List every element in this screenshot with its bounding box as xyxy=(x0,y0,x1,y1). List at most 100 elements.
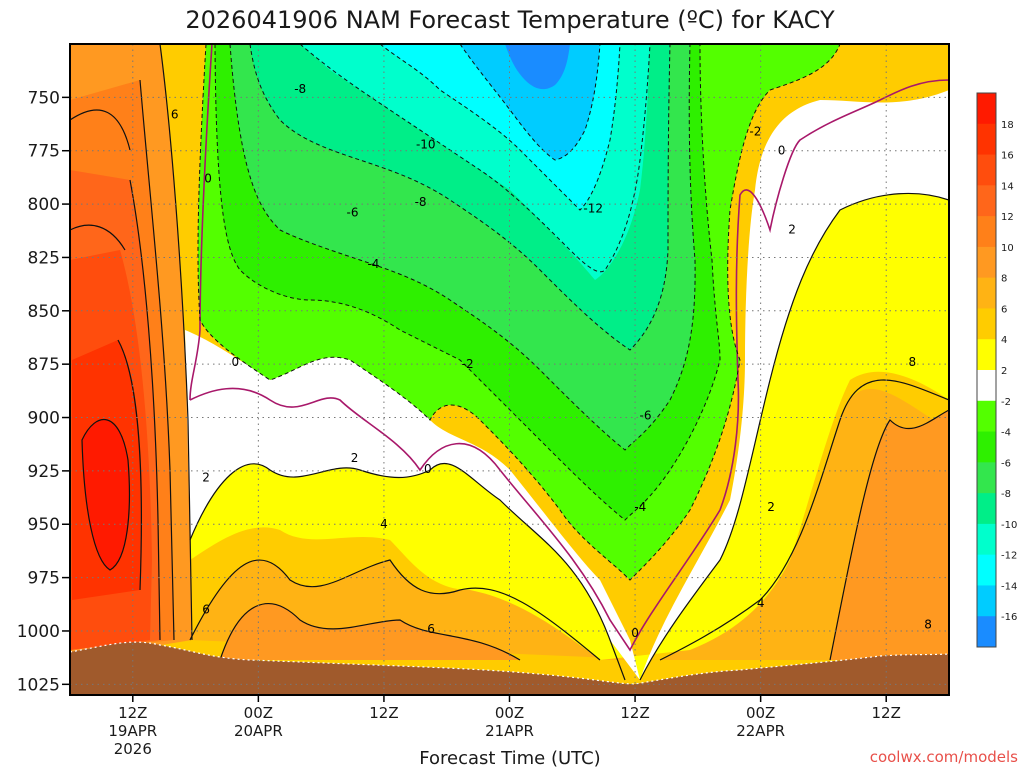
contour-label: 6 xyxy=(171,107,179,121)
x-tick-label: 20APR xyxy=(234,722,283,740)
colorbar-label: 10 xyxy=(1001,243,1014,254)
contour-label: -10 xyxy=(416,137,436,151)
terrain-edge xyxy=(70,641,949,685)
field-minus16c xyxy=(505,44,570,90)
contour-label: 4 xyxy=(757,596,765,610)
colorbar-swatch xyxy=(977,154,996,186)
x-tick-label: 12Z xyxy=(369,704,398,722)
field-18c-left xyxy=(82,419,130,570)
y-tick-label: 850 xyxy=(28,302,60,322)
colorbar-label: 14 xyxy=(1001,181,1014,192)
isotherm-8c-right xyxy=(829,409,949,661)
contour-label: 4 xyxy=(380,517,388,531)
field-6c-lower xyxy=(190,388,949,660)
y-tick-label: 900 xyxy=(28,409,60,429)
isotherm-left-6 xyxy=(70,109,131,151)
colorbar-swatch xyxy=(977,123,996,156)
colorbar-swatch xyxy=(977,585,996,617)
isotherm-left-7 xyxy=(70,224,126,251)
contour-label: -4 xyxy=(367,257,379,271)
isotherm-2c-upper xyxy=(189,462,626,681)
colorbar-label: 18 xyxy=(1001,120,1014,131)
terrain-surface xyxy=(70,642,949,695)
x-tick-label: 22APR xyxy=(736,722,785,740)
contour-label: 0 xyxy=(424,462,432,476)
colorbar-swatch xyxy=(977,216,996,248)
contour-label: 0 xyxy=(204,171,212,185)
contour-label: -8 xyxy=(294,82,306,96)
x-tick-label: 12Z xyxy=(620,704,649,722)
isotherm-minus2c xyxy=(197,44,841,581)
colorbar-swatch xyxy=(977,370,996,402)
colorbar-swatch xyxy=(977,493,996,525)
x-tick-label: 00Z xyxy=(495,704,524,722)
y-tick-label: 800 xyxy=(28,195,60,215)
y-tick-label: 775 xyxy=(28,142,60,162)
contour-label: -12 xyxy=(583,201,603,215)
isotherm-minus8c xyxy=(249,44,671,351)
isotherm-6c-lower xyxy=(219,603,521,661)
colorbar-label: 12 xyxy=(1001,212,1014,223)
contour-label: 0 xyxy=(232,355,240,369)
y-tick-label: 925 xyxy=(28,462,60,482)
x-tick-label: 12Z xyxy=(118,704,147,722)
contour-labels: 6 0 -8 -10 -8 -6 -4 -12 0 -2 -6 2 2 0 4 -4 2 6 6 4 0 -2 0 2 8 8 xyxy=(171,82,932,640)
colorbar-frame xyxy=(976,92,997,648)
y-tick-label: 750 xyxy=(28,88,60,108)
field-8c-right xyxy=(830,410,949,660)
colorbar-label: 8 xyxy=(1001,274,1007,285)
colorbar-label: 4 xyxy=(1001,335,1007,346)
x-tick-label: 21APR xyxy=(485,722,534,740)
contour-label: 2 xyxy=(202,470,210,484)
colorbar-swatch xyxy=(977,277,996,309)
isotherm-minus10c xyxy=(299,44,651,273)
x-tick-label: 12Z xyxy=(872,704,901,722)
isotherm-left-3 xyxy=(129,179,161,641)
colorbar-swatch xyxy=(977,462,996,494)
contour-label: 0 xyxy=(778,144,786,158)
isotherm-zero-left xyxy=(189,44,213,401)
colorbar-label: 6 xyxy=(1001,304,1007,315)
contour-label: 0 xyxy=(631,626,639,640)
contour-label: -4 xyxy=(634,500,646,514)
isotherm-minus14c xyxy=(459,44,601,161)
colorbar-swatch xyxy=(977,308,996,340)
x-tick-label: 00Z xyxy=(244,704,273,722)
field-0c-band xyxy=(185,90,949,680)
isotherm-left-5 xyxy=(81,418,130,571)
contour-label: -2 xyxy=(749,125,761,139)
colorbar: 18 16 14 12 10 8 6 4 2 -2 -4 -6 -8 -10 -12 -14 -16 xyxy=(976,92,1017,648)
colorbar-swatch xyxy=(977,400,996,433)
colorbar-swatch xyxy=(977,431,996,463)
colorbar-swatch xyxy=(977,339,996,371)
colorbar-label: -16 xyxy=(1001,612,1017,623)
grid xyxy=(70,44,949,695)
colorbar-swatch xyxy=(977,523,996,556)
x-tick-label: 19APR xyxy=(108,722,157,740)
colorbar-swatch xyxy=(977,246,996,279)
y-tick-label: 950 xyxy=(28,515,60,535)
colorbar-label: -14 xyxy=(1001,581,1017,592)
contour-label: -2 xyxy=(462,357,474,371)
field-8c-lower xyxy=(220,603,520,660)
isotherm-2c-right xyxy=(639,192,949,681)
colorbar-label: -8 xyxy=(1001,489,1011,500)
isotherm-zero-main xyxy=(189,79,949,652)
isotherm-4c-lower xyxy=(189,559,601,661)
x-tick-label: 00Z xyxy=(746,704,775,722)
colorbar-label: -2 xyxy=(1001,397,1011,408)
contour-label: 6 xyxy=(202,603,210,617)
colorbar-label: -12 xyxy=(1001,551,1017,562)
colorbar-label: 2 xyxy=(1001,366,1007,377)
y-tick-label: 825 xyxy=(28,248,60,268)
colorbar-swatch xyxy=(977,554,996,586)
x-axis-title: Forecast Time (UTC) xyxy=(419,748,600,768)
isotherm-minus4c xyxy=(214,44,721,521)
y-axis: 750 775 800 825 850 875 900 925 950 975 1000 1025 xyxy=(17,88,70,695)
contour-label: 2 xyxy=(788,223,796,237)
chart-title: 2026041906 NAM Forecast Temperature (ºC)… xyxy=(185,6,835,34)
isotherm-left-2 xyxy=(139,79,175,641)
colorbar-swatch xyxy=(977,93,996,125)
isotherm-left-1 xyxy=(159,44,193,641)
